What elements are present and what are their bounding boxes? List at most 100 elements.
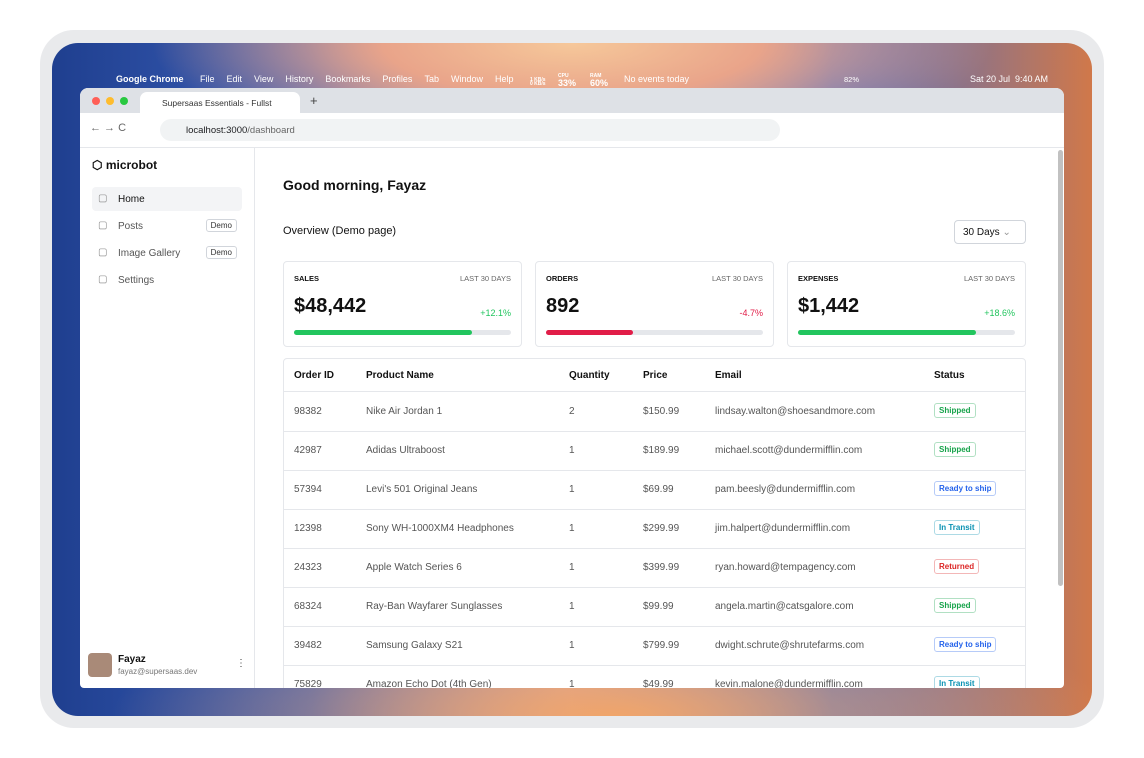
table-cell: 68324 [294,601,322,612]
nav-item[interactable]: ▢ Posts Demo [92,214,242,238]
table-cell: 1 [569,523,575,534]
table-cell: Ray-Ban Wayfarer Sunglasses [366,601,503,612]
menu-item[interactable]: Profiles [382,74,413,84]
main: Good morning, Fayaz Overview (Demo page)… [255,148,1063,688]
column-header: Order ID [294,370,335,381]
nav-icon: ▢ [98,193,108,204]
table-cell: 1 [569,640,575,651]
table-cell: 1 [569,562,575,573]
table-cell: $399.99 [643,562,680,573]
row-divider [284,665,1025,666]
nav-label: Settings [118,275,155,286]
table-cell: michael.scott@dundermifflin.com [715,445,863,456]
section-title: Overview (Demo page) [283,225,397,237]
table-cell: Adidas Ultraboost [366,445,445,456]
menu-item[interactable]: Bookmarks [325,74,371,84]
table-cell: ryan.howard@tempagency.com [715,562,856,573]
progress-track [546,330,763,335]
progress-bar [294,330,472,335]
nav-item[interactable]: ▢ Home [92,187,242,211]
range-select[interactable]: 30 Days ⌄ [954,220,1026,244]
card-value: 892 [546,295,580,317]
menu-item[interactable]: Window [450,74,483,84]
card-change: -4.7% [739,308,763,318]
row-divider [284,509,1025,510]
table-cell: $49.99 [643,679,674,688]
status-badge: Shipped [934,598,976,613]
stat-card: EXPENSES LAST 30 DAYS $1,442 +18.6% [787,261,1026,347]
table-cell: 75829 [294,679,322,688]
toolbar: ← → C localhost:3000/dashboard [80,113,1064,148]
nav-badge: Demo [205,219,237,232]
brand[interactable]: ⬡ microbot [92,158,158,172]
table-cell: $99.99 [643,601,674,612]
card-label: ORDERS [546,274,579,283]
table-cell: pam.beesly@dundermifflin.com [715,484,856,495]
table-cell: 1 [569,445,575,456]
table-cell: 42987 [294,445,322,456]
table-cell: 1 [569,679,575,688]
status-badge: Ready to ship [934,637,997,652]
table-cell: 12398 [294,523,322,534]
tab[interactable]: Supersaas Essentials - Fullst [140,92,300,113]
table-cell: dwight.schrute@shrutefarms.com [715,640,865,651]
clock[interactable]: Sat 20 Jul 9:40 AM [970,74,1049,84]
status-badge: Shipped [934,442,976,457]
calendar[interactable]: No events today [624,74,690,84]
user-email: fayaz@supersaas.dev [118,667,198,676]
address-bar[interactable]: localhost:3000/dashboard [160,119,780,141]
row-divider [284,470,1025,471]
zoom-button[interactable] [120,97,128,105]
nav-item[interactable]: ▢ Image Gallery Demo [92,241,242,265]
progress-bar [546,330,633,335]
status-badge: Shipped [934,403,976,418]
table-cell: Amazon Echo Dot (4th Gen) [366,679,492,688]
menu-item[interactable]: History [285,74,314,84]
minimize-button[interactable] [106,97,114,105]
user-menu[interactable]: ⋮ [236,658,246,669]
battery[interactable]: 82% [844,75,860,84]
range-label: 30 Days [963,227,1000,238]
nav-label: Home [118,194,145,205]
menu-item[interactable]: File [200,74,215,84]
scrollbar[interactable] [1058,150,1063,586]
menu-item[interactable]: View [254,74,274,84]
app-name[interactable]: Google Chrome [116,74,184,84]
nav-label: Image Gallery [118,248,181,259]
card-period: LAST 30 DAYS [964,274,1015,283]
progress-track [798,330,1015,335]
nav-item[interactable]: ▢ Settings [92,268,242,292]
table-cell: Samsung Galaxy S21 [366,640,463,651]
menu-item[interactable]: Help [494,74,514,84]
card-change: +12.1% [480,308,511,318]
table-cell: Levi's 501 Original Jeans [366,484,478,495]
cpu: 33% [558,78,577,88]
menu-item[interactable]: Edit [226,74,243,84]
column-header: Email [715,370,742,381]
table-cell: $799.99 [643,640,680,651]
nav-buttons[interactable]: ← → C [90,122,127,134]
table-cell: 24323 [294,562,322,573]
menu-item[interactable]: Tab [424,74,439,84]
table-cell: jim.halpert@dundermifflin.com [715,523,851,534]
user-name: Fayaz [118,654,146,665]
new-tab[interactable]: + [310,93,318,108]
ram: 60% [590,78,609,88]
table-cell: $150.99 [643,406,680,417]
close-button[interactable] [92,97,100,105]
table-cell: 39482 [294,640,322,651]
tab-strip: Supersaas Essentials - Fullst + [80,88,1064,113]
card-value: $48,442 [294,295,367,317]
table-cell: $299.99 [643,523,680,534]
table-cell: 2 [569,406,575,417]
card-period: LAST 30 DAYS [460,274,511,283]
progress-track [294,330,511,335]
row-divider [284,548,1025,549]
card-change: +18.6% [984,308,1015,318]
progress-bar [798,330,976,335]
card-period: LAST 30 DAYS [712,274,763,283]
brand-name: microbot [105,158,158,172]
net-down: 0 KB/s [530,81,546,87]
table-cell: $189.99 [643,445,680,456]
sidebar: ⬡ microbot ▢ Home ▢ Posts Demo ▢ Image Gallery… [80,148,255,688]
